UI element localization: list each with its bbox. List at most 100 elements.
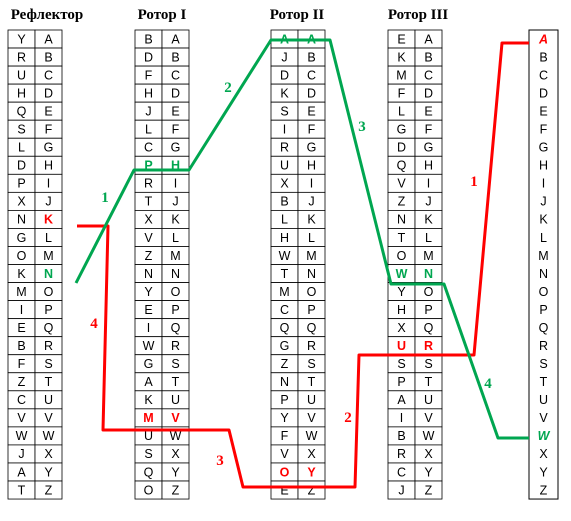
wiring-letter: U xyxy=(17,68,26,82)
wiring-letter: V xyxy=(144,231,153,245)
wiring-letter: X xyxy=(307,447,316,461)
wiring-letter: T xyxy=(281,267,289,281)
wiring-letter: S xyxy=(397,357,405,371)
wiring-letter: G xyxy=(171,141,181,155)
wiring-letter: S xyxy=(280,104,288,118)
wiring-letter: P xyxy=(307,303,315,317)
wiring-letter: Y xyxy=(397,285,406,299)
wiring-letter: H xyxy=(280,231,289,245)
wiring-letter: H xyxy=(44,159,53,173)
wiring-letter: J xyxy=(281,50,287,64)
r1-table: B AD BF CH DJ EL FC GP HR IT JX KV LZ MN NY OE PI QW RG SA T… xyxy=(134,29,190,500)
wiring-letter: I xyxy=(147,321,150,335)
wiring-letter: A xyxy=(171,32,180,46)
wiring-letter: G xyxy=(44,141,54,155)
wiring-letter: P xyxy=(397,375,405,389)
r2-table: A AJ BD CK DS EI FR GU HX IB JL KH LW MT NM OC PQ QG RZ SN T… xyxy=(270,29,326,500)
wiring-letter: B xyxy=(44,50,52,64)
wiring-letter: W xyxy=(423,429,435,443)
wiring-letter: S xyxy=(44,357,52,371)
wiring-letter: A xyxy=(17,465,26,479)
wiring-letter: H xyxy=(397,303,406,317)
wiring-letter: L xyxy=(45,231,52,245)
wiring-cell xyxy=(161,480,190,500)
wiring-letter: Y xyxy=(17,32,26,46)
wiring-letter: Z xyxy=(18,375,26,389)
wiring-letter: L xyxy=(18,141,25,155)
step-label-green: 4 xyxy=(484,376,492,392)
wiring-cell xyxy=(34,480,63,500)
input-letter: R xyxy=(539,339,548,353)
input-letter: S xyxy=(539,357,547,371)
wiring-letter: R xyxy=(424,339,433,353)
wiring-letter: C xyxy=(424,68,433,82)
wiring-letter: P xyxy=(171,303,179,317)
signal-paths xyxy=(74,38,529,489)
wiring-letter: T xyxy=(425,375,433,389)
wiring-letter: B xyxy=(307,50,315,64)
wiring-letter: V xyxy=(17,411,26,425)
green-signal-path xyxy=(74,38,529,440)
wiring-letter: H xyxy=(171,159,180,173)
wiring-letter: O xyxy=(17,249,27,263)
wiring-letter: F xyxy=(308,123,316,137)
wiring-letter: D xyxy=(424,86,433,100)
step-label-green: 2 xyxy=(224,80,232,96)
wiring-letter: Y xyxy=(44,465,53,479)
wiring-letter: V xyxy=(44,411,53,425)
wiring-letter: Q xyxy=(44,321,54,335)
wiring-letter: N xyxy=(397,213,406,227)
wiring-letter: K xyxy=(424,213,433,227)
wiring-letter: N xyxy=(280,375,289,389)
wiring-letter: S xyxy=(424,357,432,371)
wiring-letter: F xyxy=(281,429,289,443)
wiring-letter: G xyxy=(424,141,434,155)
wiring-letter: O xyxy=(424,285,434,299)
wiring-letter: Y xyxy=(424,465,433,479)
wiring-letter: C xyxy=(397,465,406,479)
wiring-letter: R xyxy=(44,339,53,353)
wiring-letter: O xyxy=(144,483,154,497)
wiring-letter: M xyxy=(170,249,180,263)
wiring-letter: Y xyxy=(307,465,316,479)
wiring-letter: M xyxy=(396,68,406,82)
wiring-letter: H xyxy=(307,159,316,173)
wiring-letter: W xyxy=(16,429,28,443)
wiring-letter: M xyxy=(279,285,289,299)
wiring-letter: P xyxy=(44,303,52,317)
input-letter: C xyxy=(539,68,548,82)
step-label-red: 3 xyxy=(216,453,224,469)
wiring-letter: T xyxy=(145,195,153,209)
step-labels: 1 2 3 4 1 2 3 4 xyxy=(90,80,492,469)
wiring-letter: T xyxy=(18,483,26,497)
wiring-letter: M xyxy=(143,411,153,425)
wiring-letter: P xyxy=(280,393,288,407)
wiring-letter: X xyxy=(397,321,406,335)
wiring-letter: I xyxy=(283,123,286,137)
wiring-letter: J xyxy=(425,195,431,209)
wiring-letter: D xyxy=(280,68,289,82)
wiring-letter: F xyxy=(45,123,53,137)
input-letter: L xyxy=(540,231,547,245)
wiring-letter: O xyxy=(171,285,181,299)
wiring-letter: M xyxy=(16,285,26,299)
wiring-letter: R xyxy=(397,447,406,461)
reflector-title: Рефлектор xyxy=(11,7,84,23)
rotor1-title: Ротор I xyxy=(138,7,187,23)
wiring-letter: N xyxy=(17,213,26,227)
wiring-letter: O xyxy=(44,285,54,299)
wiring-letter: Q xyxy=(17,104,27,118)
wiring-letter: I xyxy=(400,411,403,425)
wiring-letter: L xyxy=(425,231,432,245)
wiring-letter: O xyxy=(280,465,290,479)
red-signal-path xyxy=(77,41,529,489)
wiring-letter: V xyxy=(397,177,406,191)
wiring-letter: W xyxy=(306,429,318,443)
rotor2-title: Ротор II xyxy=(270,7,325,23)
wiring-letter: E xyxy=(307,104,315,118)
input-letter: U xyxy=(539,393,548,407)
wiring-letter: I xyxy=(310,177,313,191)
input-letter: G xyxy=(539,141,549,155)
wiring-letter: M xyxy=(306,249,316,263)
